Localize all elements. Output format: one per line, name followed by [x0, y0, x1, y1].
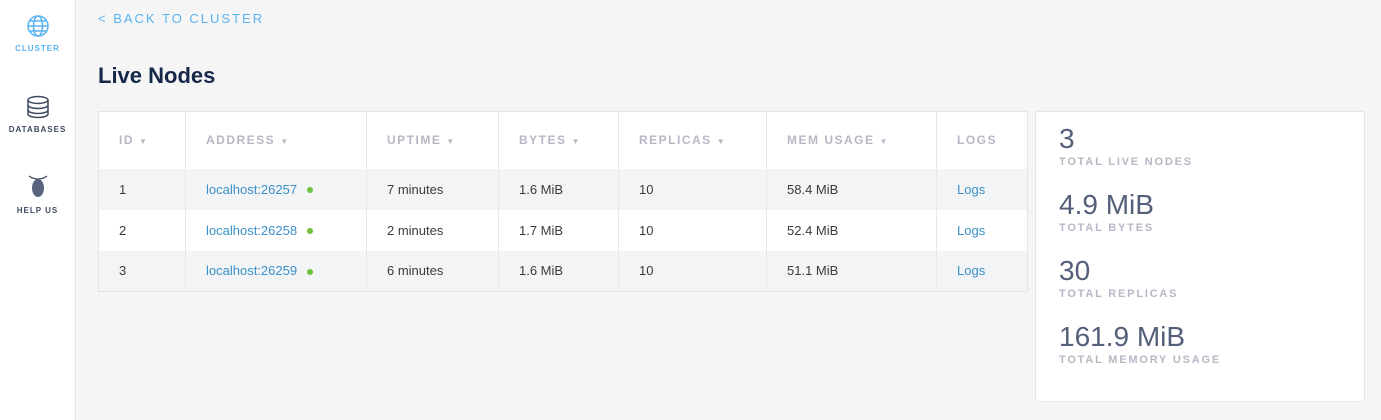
cell-bytes: 1.6 MiB: [498, 168, 619, 210]
cell-logs: Logs: [937, 251, 1028, 292]
stat-label: TOTAL REPLICAS: [1059, 288, 1179, 300]
logs-link[interactable]: Logs: [957, 181, 986, 197]
sidebar: CLUSTER DATABASES HELP US: [0, 0, 76, 420]
globe-icon: [26, 15, 49, 37]
stat-value: 4.9 MiB: [1059, 189, 1154, 220]
column-header-uptime[interactable]: UPTIME ▼: [366, 111, 499, 169]
database-icon: [26, 95, 49, 119]
cell-address: localhost:26258: [185, 209, 367, 251]
sort-arrow-icon: ▼: [139, 137, 149, 147]
summary-panel: 3 TOTAL LIVE NODES 4.9 MiB TOTAL BYTES 30 T…: [1035, 111, 1365, 402]
cell-logs: Logs: [937, 210, 1028, 251]
cell-replicas: 10: [618, 250, 767, 292]
node-address-link[interactable]: localhost:26259: [206, 263, 298, 279]
sort-arrow-icon: ▼: [446, 137, 456, 147]
cell-bytes: 1.6 MiB: [498, 250, 619, 292]
cell-address: localhost:26259: [185, 250, 367, 292]
sidebar-item-label: DATABASES: [8, 125, 67, 134]
cell-id: 2: [98, 209, 186, 251]
stat-value: 161.9 MiB: [1059, 321, 1186, 352]
stat-total-live-nodes: 3 TOTAL LIVE NODES: [1059, 124, 1364, 190]
cell-uptime: 6 minutes: [366, 250, 499, 292]
logs-link[interactable]: Logs: [957, 263, 986, 279]
stat-total-replicas: 30 TOTAL REPLICAS: [1059, 256, 1364, 322]
stat-label: TOTAL BYTES: [1059, 222, 1154, 234]
table-header-row: ID ▼ ADDRESS ▼ UPTIME ▼ BYTES ▼ REPLICAS ▼ ME…: [98, 111, 1028, 169]
cockroach-icon: [28, 175, 47, 197]
cell-replicas: 10: [618, 209, 767, 251]
table-row: 2 localhost:26258 2 minutes 1.7 MiB 10 5…: [98, 209, 1028, 251]
column-header-bytes[interactable]: BYTES ▼: [498, 111, 619, 169]
cell-uptime: 7 minutes: [366, 168, 499, 210]
cell-mem-usage: 52.4 MiB: [766, 209, 937, 251]
sort-arrow-icon: ▼: [716, 137, 727, 147]
cell-logs: Logs: [937, 169, 1028, 210]
status-live-icon: [307, 228, 314, 235]
stat-label: TOTAL MEMORY USAGE: [1059, 354, 1221, 366]
cell-mem-usage: 51.1 MiB: [766, 250, 937, 292]
node-address-link[interactable]: localhost:26257: [206, 181, 298, 197]
sidebar-item-databases[interactable]: DATABASES: [0, 95, 75, 134]
node-address-link[interactable]: localhost:26258: [206, 222, 298, 238]
sidebar-item-label: CLUSTER: [15, 44, 60, 53]
sort-arrow-icon: ▼: [879, 137, 889, 147]
column-header-mem-usage[interactable]: MEM USAGE ▼: [766, 111, 937, 169]
sidebar-item-help-us[interactable]: HELP US: [0, 174, 75, 215]
column-header-id[interactable]: ID ▼: [98, 111, 186, 169]
nodes-table: ID ▼ ADDRESS ▼ UPTIME ▼ BYTES ▼ REPLICAS ▼ ME…: [98, 111, 1028, 292]
sort-arrow-icon: ▼: [571, 137, 581, 147]
page-title: Live Nodes: [98, 63, 216, 88]
status-live-icon: [307, 187, 314, 194]
cell-replicas: 10: [618, 168, 767, 210]
header-label: MEM USAGE: [787, 133, 875, 148]
stat-label: TOTAL LIVE NODES: [1059, 156, 1193, 168]
header-label: BYTES: [519, 133, 567, 148]
table-row: 1 localhost:26257 7 minutes 1.6 MiB 10 5…: [98, 168, 1028, 210]
stat-total-memory-usage: 161.9 MiB TOTAL MEMORY USAGE: [1059, 322, 1364, 388]
cell-address: localhost:26257: [185, 168, 367, 210]
stat-value: 3: [1059, 123, 1075, 154]
sidebar-item-cluster[interactable]: CLUSTER: [0, 14, 75, 53]
column-header-logs: LOGS: [937, 112, 1028, 169]
cell-id: 1: [98, 168, 186, 210]
back-to-cluster-link[interactable]: < BACK TO CLUSTER: [98, 11, 265, 26]
cell-bytes: 1.7 MiB: [498, 209, 619, 251]
header-label: REPLICAS: [639, 133, 712, 148]
stat-total-bytes: 4.9 MiB TOTAL BYTES: [1059, 190, 1364, 256]
sort-arrow-icon: ▼: [280, 137, 290, 147]
status-live-icon: [307, 268, 314, 275]
header-label: UPTIME: [387, 133, 442, 148]
column-header-address[interactable]: ADDRESS ▼: [185, 111, 367, 169]
header-label: ID: [119, 133, 134, 148]
logs-link[interactable]: Logs: [957, 222, 986, 238]
cell-uptime: 2 minutes: [366, 209, 499, 251]
table-row: 3 localhost:26259 6 minutes 1.6 MiB 10 5…: [98, 250, 1028, 292]
cell-mem-usage: 58.4 MiB: [766, 168, 937, 210]
cell-id: 3: [98, 250, 186, 292]
header-label: LOGS: [957, 133, 998, 148]
stat-value: 30: [1059, 255, 1091, 286]
header-label: ADDRESS: [206, 133, 276, 148]
sidebar-item-label: HELP US: [16, 206, 59, 215]
column-header-replicas[interactable]: REPLICAS ▼: [618, 111, 767, 169]
